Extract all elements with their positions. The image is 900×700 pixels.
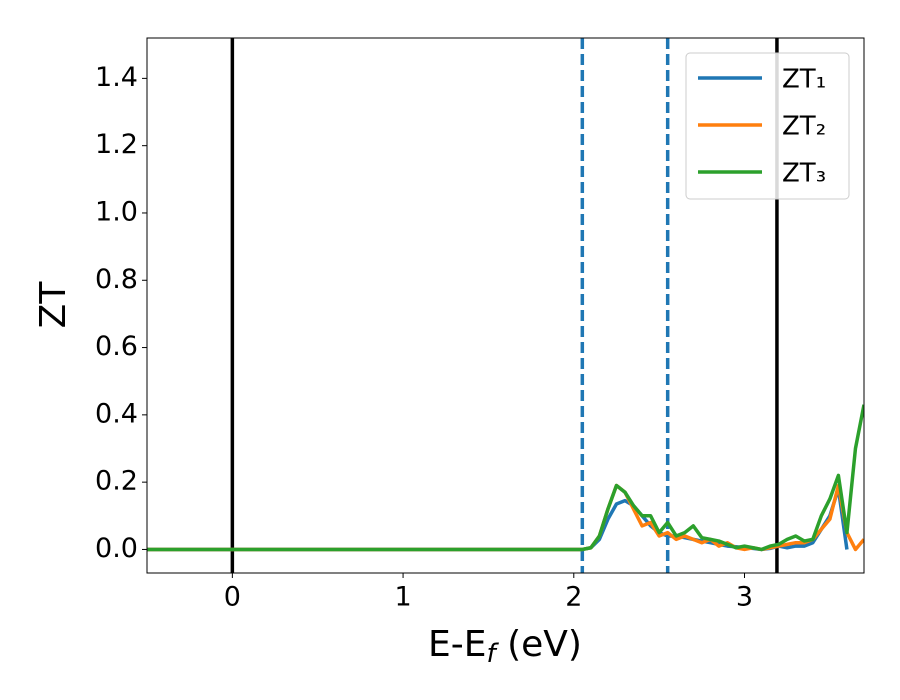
- data-line: [147, 483, 864, 552]
- x-tick-label: 3: [736, 582, 753, 613]
- legend-box: [685, 52, 850, 200]
- y-tick-label: 0.6: [95, 331, 138, 362]
- x-tick-label: 0: [224, 582, 241, 613]
- y-tick-label: 1.0: [95, 196, 138, 227]
- y-tick-label: 1.2: [95, 129, 138, 160]
- y-tick-label: 0.0: [95, 533, 138, 564]
- y-axis-label: ZT: [33, 281, 74, 329]
- y-tick-label: 0.2: [95, 466, 138, 497]
- y-tick-label: 1.4: [95, 62, 138, 93]
- legend-label: ZT₂: [782, 112, 826, 142]
- data-line: [147, 487, 849, 552]
- legend-label: ZT₁: [782, 65, 826, 95]
- y-tick-label: 0.4: [95, 398, 138, 429]
- x-axis-label: E-Ef (eV): [428, 624, 582, 669]
- axes-frame: [146, 37, 865, 574]
- x-tick-label: 1: [394, 582, 411, 613]
- legend-label: ZT₃: [782, 159, 826, 189]
- x-label-main: E-E: [428, 624, 486, 665]
- x-tick-label: 2: [565, 582, 582, 613]
- data-line: [147, 404, 864, 552]
- x-label-unit: (eV): [496, 624, 582, 665]
- y-tick-label: 0.8: [95, 264, 138, 295]
